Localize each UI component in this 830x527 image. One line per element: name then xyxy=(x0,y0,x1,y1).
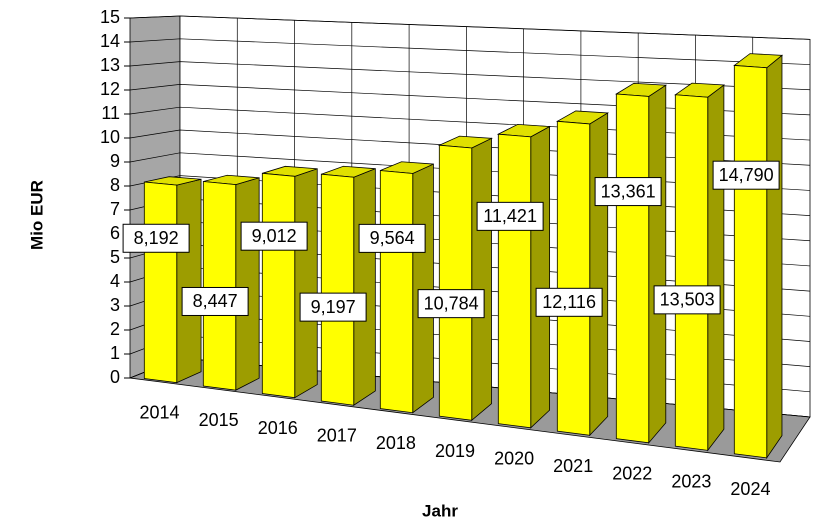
value-label: 14,790 xyxy=(719,165,774,185)
bar xyxy=(320,173,355,406)
bar-side xyxy=(707,84,725,452)
x-tick-label: 2018 xyxy=(376,433,416,453)
x-tick-label: 2024 xyxy=(730,479,770,499)
y-tick-label: 7 xyxy=(110,199,120,219)
bar-side xyxy=(766,54,783,460)
bar xyxy=(733,65,768,459)
y-tick-label: 13 xyxy=(100,55,120,75)
x-tick-label: 2022 xyxy=(612,464,652,484)
y-tick-label: 11 xyxy=(101,103,120,123)
value-label: 10,784 xyxy=(424,293,479,313)
bar xyxy=(556,120,591,436)
value-label-box xyxy=(417,289,485,319)
value-label-box xyxy=(712,160,780,190)
grid-line xyxy=(129,38,811,65)
bar xyxy=(261,172,296,399)
value-label-box xyxy=(181,286,249,316)
bar xyxy=(202,181,237,391)
bar-side xyxy=(294,168,318,399)
value-label-box xyxy=(535,287,603,317)
y-tick-label: 6 xyxy=(110,223,120,243)
x-tick-label: 2016 xyxy=(258,418,298,438)
y-tick-label: 9 xyxy=(110,151,120,171)
value-label: 13,503 xyxy=(660,290,715,310)
x-tick-label: 2021 xyxy=(553,456,593,476)
value-label: 12,116 xyxy=(542,292,596,312)
value-label-box xyxy=(476,201,544,231)
value-label: 9,012 xyxy=(252,226,297,246)
value-label: 11,421 xyxy=(483,206,537,226)
bar-side xyxy=(412,163,434,414)
value-label: 13,361 xyxy=(601,181,656,201)
bar-side xyxy=(235,177,260,391)
bar xyxy=(674,94,709,451)
value-label-box xyxy=(299,292,367,322)
value-label-box xyxy=(653,285,721,315)
value-label-box xyxy=(122,223,190,253)
y-tick-label: 0 xyxy=(110,367,120,387)
x-axis-title: Jahr xyxy=(422,501,458,520)
x-tick-label: 2017 xyxy=(317,425,357,445)
y-tick-label: 3 xyxy=(110,295,120,315)
grid-line xyxy=(129,61,811,91)
grid-line xyxy=(129,15,811,40)
value-label-box xyxy=(240,221,308,251)
y-axis-title: Mio EUR xyxy=(27,180,46,250)
value-label: 8,447 xyxy=(193,291,238,311)
bar-side xyxy=(176,178,202,384)
bar-side xyxy=(471,137,492,422)
y-tick-label: 4 xyxy=(110,271,120,291)
x-tick-label: 2019 xyxy=(435,441,475,461)
y-tick-label: 1 xyxy=(110,343,120,363)
y-tick-label: 15 xyxy=(100,7,120,27)
x-tick-label: 2015 xyxy=(199,410,239,430)
bar xyxy=(438,144,473,421)
y-tick-label: 14 xyxy=(100,31,120,51)
value-label-box xyxy=(358,223,426,253)
grid-line xyxy=(129,84,811,116)
y-tick-label: 2 xyxy=(110,319,120,339)
value-label-box xyxy=(594,177,662,207)
value-label: 9,197 xyxy=(311,297,356,317)
bar xyxy=(615,93,650,444)
x-tick-label: 2014 xyxy=(140,403,180,423)
bar xyxy=(497,133,532,429)
y-tick-label: 5 xyxy=(110,247,120,267)
bar-side xyxy=(589,112,609,437)
value-label: 9,564 xyxy=(370,228,415,248)
y-tick-label: 12 xyxy=(100,79,120,99)
bar-side xyxy=(530,125,551,429)
x-tick-label: 2023 xyxy=(671,471,711,491)
x-tick-label: 2020 xyxy=(494,448,534,468)
y-tick-label: 8 xyxy=(110,175,120,195)
value-label: 8,192 xyxy=(134,228,179,248)
bar-side xyxy=(353,168,376,406)
bar-side xyxy=(648,84,667,444)
bar xyxy=(143,181,178,384)
bar xyxy=(379,170,414,414)
y-tick-label: 10 xyxy=(100,127,120,147)
